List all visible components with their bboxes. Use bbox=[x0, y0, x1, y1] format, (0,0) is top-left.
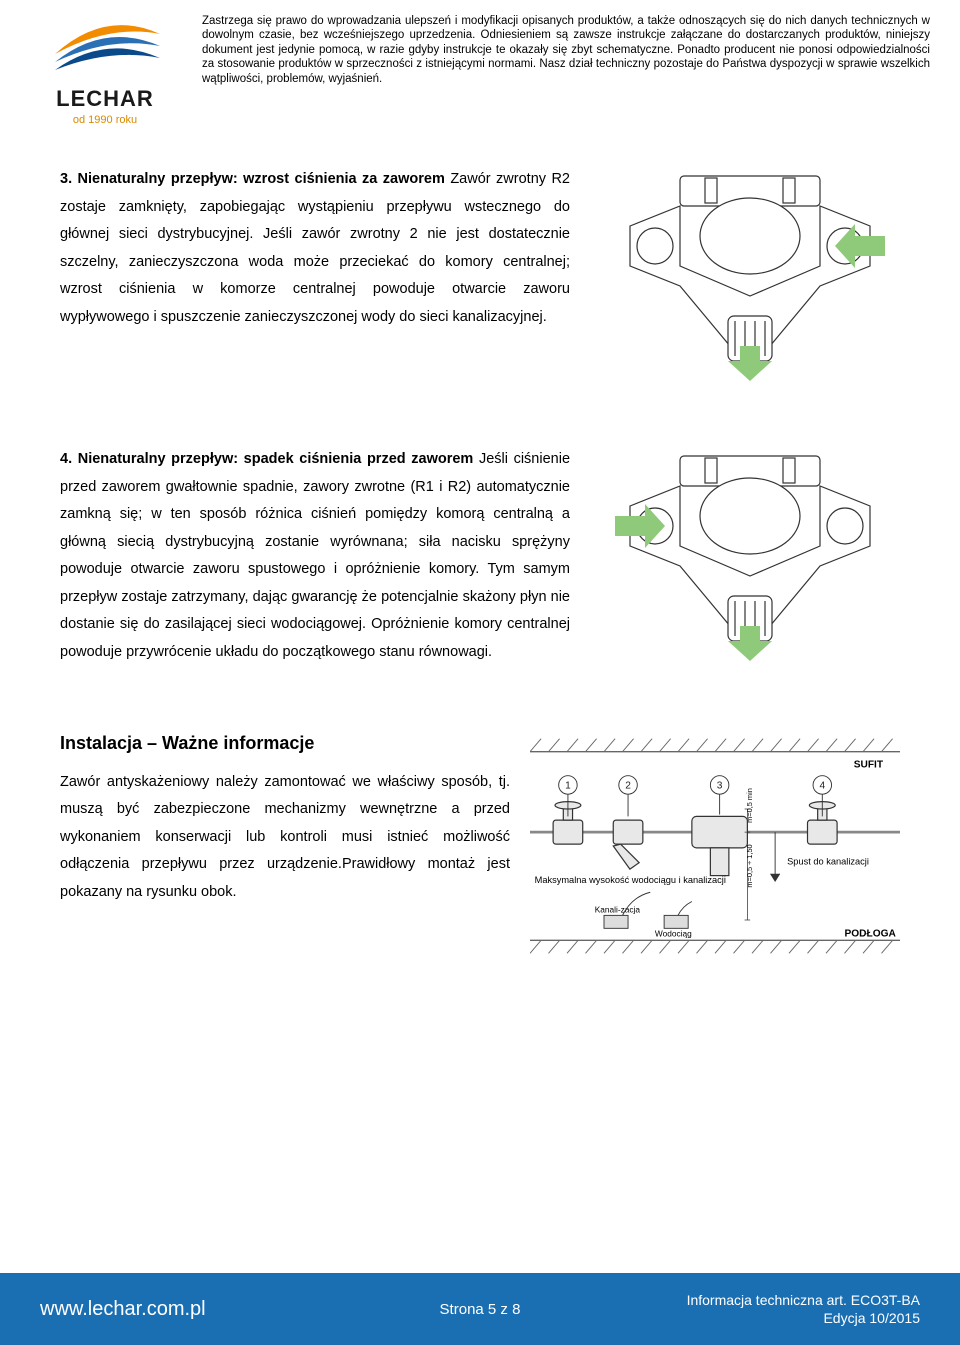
footer-page: Strona 5 z 8 bbox=[440, 1301, 521, 1318]
callout-3: 3 bbox=[717, 781, 723, 792]
footer-info-line1: Informacja techniczna art. ECO3T-BA bbox=[687, 1291, 920, 1309]
valve-diagram-icon bbox=[610, 446, 890, 666]
disclaimer-text: Zastrzega się prawo do wprowadzania ulep… bbox=[202, 14, 930, 126]
page-header: LECHAR od 1990 roku Zastrzega się prawo … bbox=[0, 0, 960, 136]
footer-info: Informacja techniczna art. ECO3T-BA Edyc… bbox=[687, 1291, 920, 1327]
install-text: Instalacja – Ważne informacje Zawór anty… bbox=[60, 726, 510, 966]
page-content: 3. Nienaturalny przepływ: wzrost ciśnien… bbox=[0, 136, 960, 966]
label-dim2: m=0,5 ÷ 1,50 bbox=[745, 845, 754, 888]
logo-subtitle: od 1990 roku bbox=[73, 114, 137, 126]
label-sewer: Kanali-zacja bbox=[595, 905, 641, 915]
section-3: 3. Nienaturalny przepływ: wzrost ciśnien… bbox=[60, 166, 900, 386]
callout-1: 1 bbox=[565, 781, 571, 792]
logo-swoosh-icon bbox=[45, 14, 165, 84]
callout-2: 2 bbox=[625, 781, 631, 792]
installation-schematic-icon: SUFIT PODŁOGA bbox=[530, 726, 900, 966]
install-body: Zawór antyskażeniowy należy zamontować w… bbox=[60, 774, 510, 900]
label-maxheight: Maksymalna wysokość wodociągu i kanaliza… bbox=[535, 875, 726, 885]
section-3-figure bbox=[600, 166, 900, 386]
company-logo: LECHAR od 1990 roku bbox=[30, 14, 180, 126]
page-footer: www.lechar.com.pl Strona 5 z 8 Informacj… bbox=[0, 1273, 960, 1345]
label-dim1: m=0,5 min bbox=[745, 789, 754, 824]
valve-diagram-icon bbox=[610, 166, 890, 386]
label-water: Wodociąg bbox=[655, 929, 692, 939]
install-title: Instalacja – Ważne informacje bbox=[60, 726, 510, 760]
label-drain: Spust do kanalizacji bbox=[787, 857, 869, 867]
label-ceiling: SUFIT bbox=[854, 760, 884, 771]
footer-info-line2: Edycja 10/2015 bbox=[687, 1309, 920, 1327]
section-3-body: Zawór zwrotny R2 zostaje zamknięty, zapo… bbox=[60, 171, 570, 325]
section-4-title: 4. Nienaturalny przepływ: spadek ciśnien… bbox=[60, 451, 473, 467]
label-floor: PODŁOGA bbox=[845, 929, 897, 940]
section-4-text: 4. Nienaturalny przepływ: spadek ciśnien… bbox=[60, 446, 570, 666]
callout-4: 4 bbox=[819, 781, 825, 792]
logo-text: LECHAR bbox=[56, 86, 154, 112]
section-3-title: 3. Nienaturalny przepływ: wzrost ciśnien… bbox=[60, 171, 445, 187]
section-4-body: Jeśli ciśnienie przed zaworem gwałtownie… bbox=[60, 451, 570, 660]
install-figure: SUFIT PODŁOGA bbox=[530, 726, 900, 966]
section-3-text: 3. Nienaturalny przepływ: wzrost ciśnien… bbox=[60, 166, 570, 386]
footer-url: www.lechar.com.pl bbox=[40, 1298, 206, 1321]
section-install: Instalacja – Ważne informacje Zawór anty… bbox=[60, 726, 900, 966]
section-4: 4. Nienaturalny przepływ: spadek ciśnien… bbox=[60, 446, 900, 666]
section-4-figure bbox=[600, 446, 900, 666]
